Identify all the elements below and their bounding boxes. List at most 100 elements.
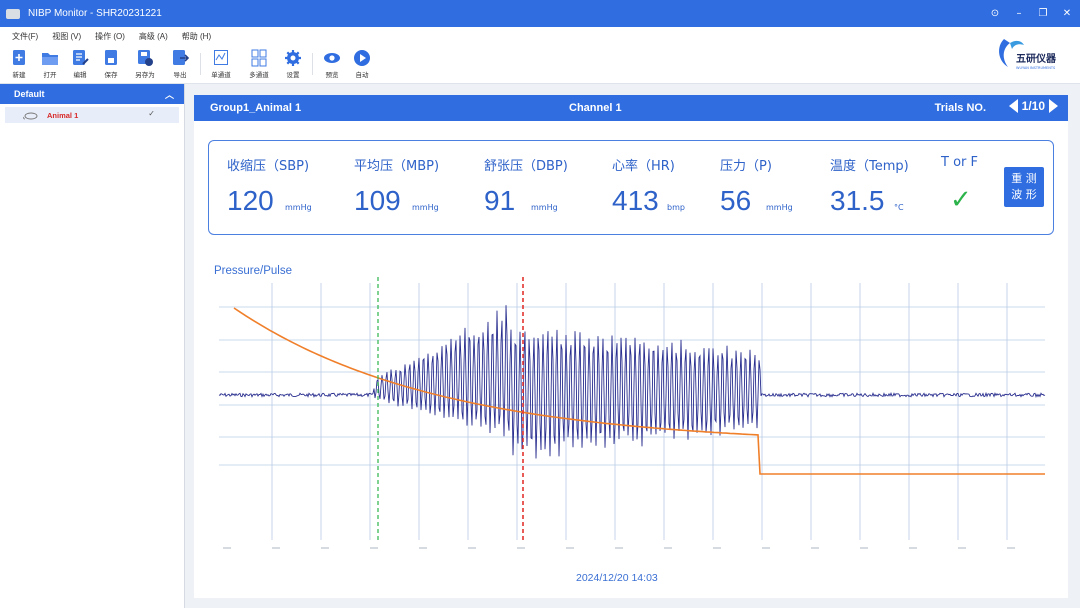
temp-unit: °C: [894, 203, 904, 212]
trial-navigator: 1/10: [1008, 99, 1058, 113]
menu-help[interactable]: 帮助 (H): [181, 31, 212, 41]
svg-text:WUYAN INSTRUMENTS: WUYAN INSTRUMENTS: [1016, 66, 1056, 70]
group-title: Group1_Animal 1: [210, 102, 302, 114]
gear-icon: [285, 50, 301, 66]
sbp-label: 收缩压（SBP): [227, 159, 310, 174]
sidebar: Default ︿ Animal 1 ✓: [0, 84, 185, 608]
hr-label: 心率（HR): [612, 159, 675, 174]
multi-channel-button[interactable]: 多通道: [245, 49, 273, 79]
temp-value: 31.5: [830, 185, 885, 216]
sidebar-item-label: Animal 1: [47, 110, 79, 120]
trial-number: 1/10: [1021, 99, 1045, 113]
hr-unit: bmp: [667, 203, 685, 212]
menu-view[interactable]: 视图 (V): [52, 31, 82, 41]
dbp-value: 91: [484, 185, 516, 216]
mouse-icon: [23, 112, 38, 119]
sidebar-group-label: Default: [14, 89, 45, 99]
metrics-box: 收缩压（SBP) 120 mmHg 平均压（MBP) 109 mmHg 舒张压（…: [208, 140, 1054, 235]
menu-advanced[interactable]: 高级 (A): [138, 31, 168, 41]
preview-button[interactable]: 预览: [318, 49, 346, 79]
open-button[interactable]: 打开: [36, 49, 64, 79]
single-channel-icon: [214, 50, 228, 65]
save-as-icon: [138, 50, 153, 66]
dbp-label: 舒张压（DBP): [484, 159, 568, 174]
save-as-label: 另存为: [135, 72, 155, 79]
menu-operate[interactable]: 操作 (O): [95, 31, 125, 41]
trials-label: Trials NO.: [934, 102, 986, 114]
close-icon[interactable]: ✕: [1062, 8, 1072, 19]
prev-trial-icon[interactable]: [1008, 99, 1018, 113]
hr-value: 413: [612, 185, 659, 216]
single-channel-label: 单通道: [211, 72, 231, 79]
new-file-icon: [13, 50, 25, 65]
temp-label: 温度（Temp): [830, 159, 909, 174]
export-label: 导出: [173, 72, 187, 79]
chevron-up-icon[interactable]: ︿: [164, 90, 174, 100]
open-label: 打开: [43, 72, 57, 79]
auto-label: 自动: [355, 72, 369, 79]
pass-check-icon: ✓: [950, 185, 972, 215]
menu-bar: 文件(F) 视图 (V) 操作 (O) 高级 (A) 帮助 (H): [0, 27, 1080, 45]
dbp-unit: mmHg: [531, 203, 558, 212]
record-timestamp: 2024/12/20 14:03: [576, 572, 658, 584]
mbp-label: 平均压（MBP): [354, 159, 440, 174]
pressure-label: 压力（P): [720, 159, 772, 174]
next-trial-icon[interactable]: [1049, 99, 1058, 113]
toolbar-divider: [200, 53, 201, 75]
edit-button[interactable]: 编辑: [66, 49, 94, 79]
checkmark-icon: ✓: [148, 109, 155, 118]
settings-label: 设置: [286, 72, 300, 79]
title-bar: NIBP Monitor - SHR20231221 ⊙ – ❐ ✕: [0, 0, 1080, 27]
window-title: NIBP Monitor - SHR20231221: [28, 8, 162, 19]
retest-waveform-button[interactable]: 重 测 波 形: [1004, 167, 1044, 207]
chart-title: Pressure/Pulse: [214, 265, 292, 277]
toolbar-divider: [312, 53, 313, 75]
panel-header: Group1_Animal 1 Channel 1 Trials NO. 1/1…: [194, 95, 1068, 121]
single-channel-button[interactable]: 单通道: [207, 49, 235, 79]
multi-channel-icon: [251, 49, 267, 67]
window-controls: ⊙ – ❐ ✕: [990, 0, 1072, 27]
folder-icon: [42, 53, 58, 65]
export-button[interactable]: 导出: [166, 49, 194, 79]
main-panel: Group1_Animal 1 Channel 1 Trials NO. 1/1…: [194, 95, 1068, 598]
save-label: 保存: [104, 72, 118, 79]
help-icon[interactable]: ⊙: [990, 8, 1000, 19]
export-icon: [173, 50, 189, 65]
new-button[interactable]: 新建: [5, 49, 33, 79]
tf-label: T or F: [941, 155, 978, 170]
retest-label-line1: 重 测: [1011, 172, 1037, 185]
toolbar: 新建 打开 编辑 保存 另存为 导出 单通道 多通道 设置 预览 自动: [0, 45, 1080, 84]
multi-channel-label: 多通道: [249, 72, 269, 79]
play-icon: [354, 50, 370, 66]
edit-icon: [73, 50, 89, 65]
sidebar-group-header[interactable]: Default ︿: [0, 84, 184, 104]
sbp-value: 120: [227, 185, 274, 216]
save-button[interactable]: 保存: [97, 49, 125, 79]
menu-file[interactable]: 文件(F): [12, 31, 39, 41]
eye-icon: [324, 53, 340, 63]
svg-text:五研仪器: 五研仪器: [1016, 53, 1057, 65]
cuff-pressure-curve: [233, 307, 1045, 475]
save-as-button[interactable]: 另存为: [131, 49, 159, 79]
save-file-icon: [105, 50, 117, 65]
mbp-unit: mmHg: [412, 203, 439, 212]
restore-icon[interactable]: ❐: [1038, 8, 1048, 19]
company-logo: 五研仪器 WUYAN INSTRUMENTS: [999, 39, 1057, 70]
retest-label-line2: 波 形: [1011, 188, 1037, 201]
pressure-value: 56: [720, 185, 752, 216]
pressure-pulse-chart: [218, 277, 1046, 549]
minimize-icon[interactable]: –: [1016, 8, 1022, 19]
pulse-waveform: [218, 305, 1046, 459]
auto-button[interactable]: 自动: [348, 49, 376, 79]
app-icon: [6, 8, 20, 19]
mbp-value: 109: [354, 185, 401, 216]
chart-grid: [219, 283, 1045, 540]
sbp-unit: mmHg: [285, 203, 312, 212]
sidebar-item-animal-1[interactable]: Animal 1 ✓: [5, 107, 179, 123]
channel-title: Channel 1: [569, 102, 622, 114]
preview-label: 预览: [325, 72, 339, 79]
pressure-unit: mmHg: [766, 203, 793, 212]
settings-button[interactable]: 设置: [279, 49, 307, 79]
new-label: 新建: [12, 72, 26, 79]
edit-label: 编辑: [73, 72, 87, 79]
